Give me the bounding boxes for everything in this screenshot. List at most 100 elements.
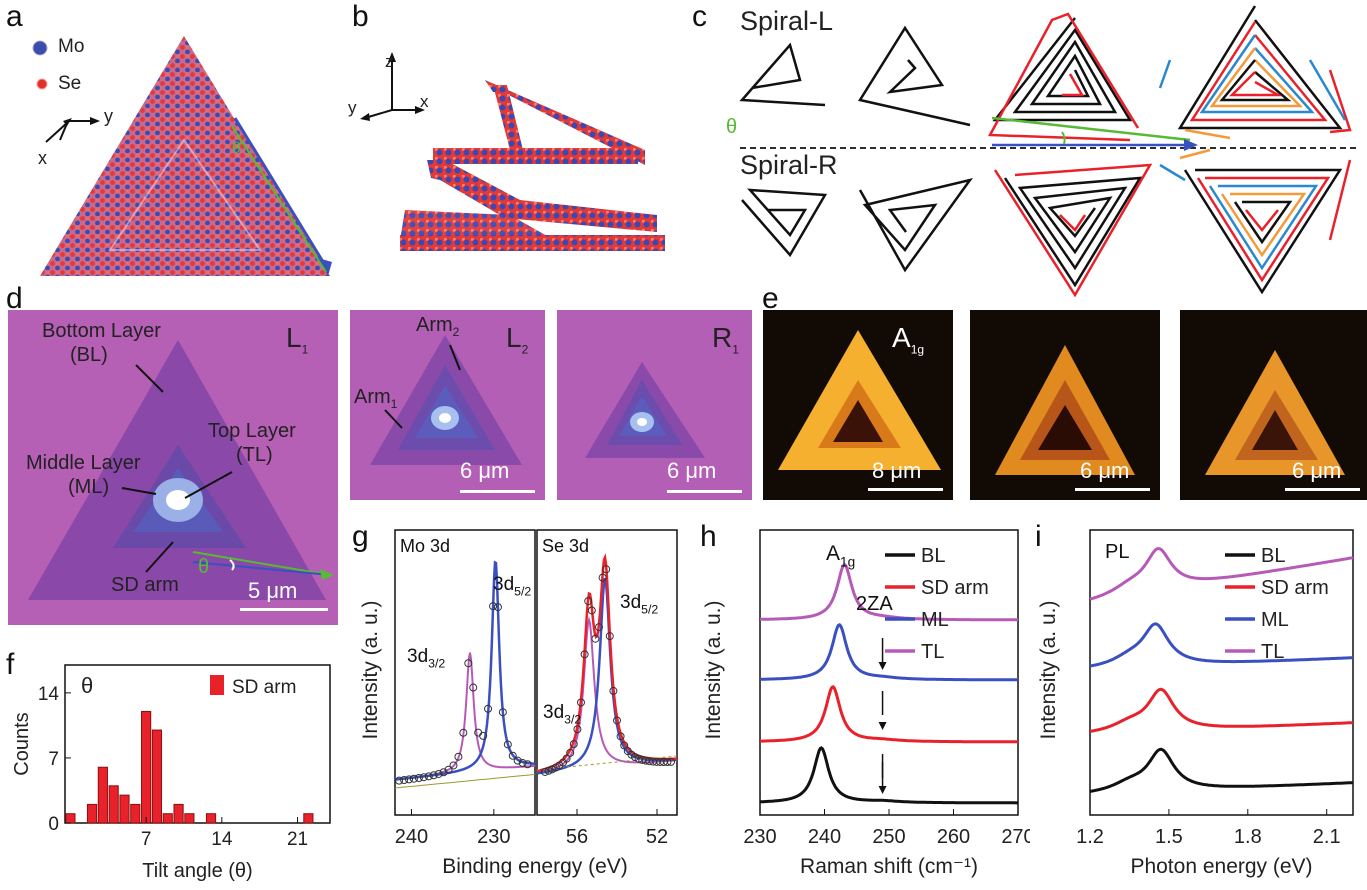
xps-data-point <box>620 741 629 750</box>
label-tl: (TL) <box>236 444 273 466</box>
x-tick-label: 1.5 <box>1155 826 1183 848</box>
axis-x-label: x <box>38 148 47 168</box>
x-axis-title: Binding energy (eV) <box>442 855 628 878</box>
xps-data-point <box>634 754 643 763</box>
xps-data-point <box>395 776 404 785</box>
tag-r1: R1 <box>712 322 739 357</box>
label-sd-arm: SD arm <box>111 574 179 596</box>
series-line-bl <box>1089 747 1353 793</box>
panel-label-f: f <box>6 648 15 681</box>
x-tick-label: 21 <box>287 829 308 850</box>
optical-image-l1 <box>8 310 338 625</box>
xps-data-point <box>400 776 409 785</box>
peak-label-se-3d52: 3d5/2 <box>620 592 658 617</box>
xps-data-point <box>459 728 468 737</box>
x-tick-label: 260 <box>937 826 970 848</box>
angle-theta-a: θ <box>232 140 241 157</box>
x-tick-label: 7 <box>141 829 152 850</box>
xps-data-point <box>454 752 463 761</box>
legend-label: SD arm <box>232 677 296 698</box>
xps-data-point <box>631 753 639 762</box>
y-tick-label: 7 <box>48 749 59 770</box>
panel-b-spiral-structure <box>360 52 665 251</box>
histogram-bar <box>205 813 217 824</box>
label-middle-layer: Middle Layer <box>26 452 141 474</box>
scale-bar-l2: 6 μm <box>460 458 510 483</box>
tag-l1: L1 <box>286 322 309 357</box>
histogram-bar <box>151 729 163 824</box>
series-line-ml <box>1089 622 1353 668</box>
histogram-bar <box>130 803 141 824</box>
xps-mo-3d52-fit <box>394 560 536 781</box>
marker-arrowhead <box>878 786 887 794</box>
x-axis-title: Photon energy (eV) <box>1130 855 1312 878</box>
xps-data-point <box>518 759 527 768</box>
legend-label: BL <box>921 545 945 567</box>
x-tick-label: 52 <box>646 826 668 848</box>
xps-data-point <box>584 597 593 606</box>
xps-data-point <box>598 573 607 582</box>
y-axis-title: Counts <box>11 712 33 775</box>
xps-data-point <box>595 623 603 632</box>
legend-mo: Mo <box>58 36 85 57</box>
xps-data-point <box>616 732 625 741</box>
edge-arrow-blue <box>233 117 330 271</box>
label-arm2: Arm2 <box>416 314 460 339</box>
legend-swatch <box>210 675 224 695</box>
xps-data-point <box>444 765 453 774</box>
y-tick-label: 14 <box>38 684 60 705</box>
optical-image-l2 <box>350 310 545 500</box>
histogram-bar <box>86 803 98 824</box>
xps-data-point <box>566 748 575 757</box>
xps-data-point <box>489 602 497 611</box>
series-line-tl <box>1089 547 1354 601</box>
axis-y-label-b: y <box>348 98 357 117</box>
legend-label: TL <box>921 641 944 663</box>
xps-data-point <box>419 773 428 782</box>
xps-se-envelope <box>536 553 678 773</box>
xps-data-point <box>439 768 448 777</box>
xps-data-point <box>562 754 571 763</box>
series-line-tl <box>760 563 1018 622</box>
y-tick-label: 0 <box>48 814 59 835</box>
chart-tilt-angle-histogram: 7 14 21 0 7 14 Tilt angle (θ) Counts θ SD arm <box>11 664 331 882</box>
xps-data-point <box>605 632 614 641</box>
legend-label: SD arm <box>1261 577 1329 599</box>
panel-label-b: b <box>352 0 369 33</box>
x-tick-label: 230 <box>743 826 776 848</box>
xps-data-point <box>587 606 596 615</box>
histogram-bar <box>303 813 314 824</box>
series-line-sd-arm <box>1089 687 1353 733</box>
x-tick-label: 250 <box>872 826 905 848</box>
scale-bar-e3: 6 μm <box>1292 458 1342 483</box>
axis-x-label-b: x <box>420 92 429 111</box>
marker-arrowhead <box>878 662 887 670</box>
raman-map-2 <box>970 310 1160 500</box>
xps-data-point <box>573 725 582 734</box>
legend-label: ML <box>921 609 949 631</box>
xps-data-point <box>548 765 557 774</box>
y-axis-title: Intensity (a. u.) <box>1037 601 1060 740</box>
xps-data-point <box>513 756 522 765</box>
histogram-bar <box>97 766 108 824</box>
marker-arrowhead <box>878 722 887 730</box>
tag-l2: L2 <box>506 322 529 357</box>
se-atom-icon <box>36 78 48 90</box>
plot-frame-se <box>536 529 678 816</box>
xps-data-point <box>493 603 502 612</box>
histogram-bar <box>65 813 76 824</box>
xps-data-point <box>469 683 478 692</box>
xps-title-se: Se 3d <box>542 536 589 556</box>
legend-label: SD arm <box>921 577 989 599</box>
xps-mo-baseline <box>394 773 536 789</box>
spiral-r-label: Spiral-R <box>740 150 838 180</box>
xps-title-mo: Mo 3d <box>400 536 450 556</box>
xps-data-point <box>414 774 423 783</box>
scale-bar-e1: 8 μm <box>872 458 922 483</box>
panel-c-spiral-diagram <box>739 5 1360 298</box>
plot-frame-mo <box>394 529 536 816</box>
xps-data-point <box>544 766 553 775</box>
annotation-2za: 2ZA <box>856 593 893 615</box>
xps-data-point <box>577 698 585 707</box>
xps-data-point <box>508 751 517 760</box>
